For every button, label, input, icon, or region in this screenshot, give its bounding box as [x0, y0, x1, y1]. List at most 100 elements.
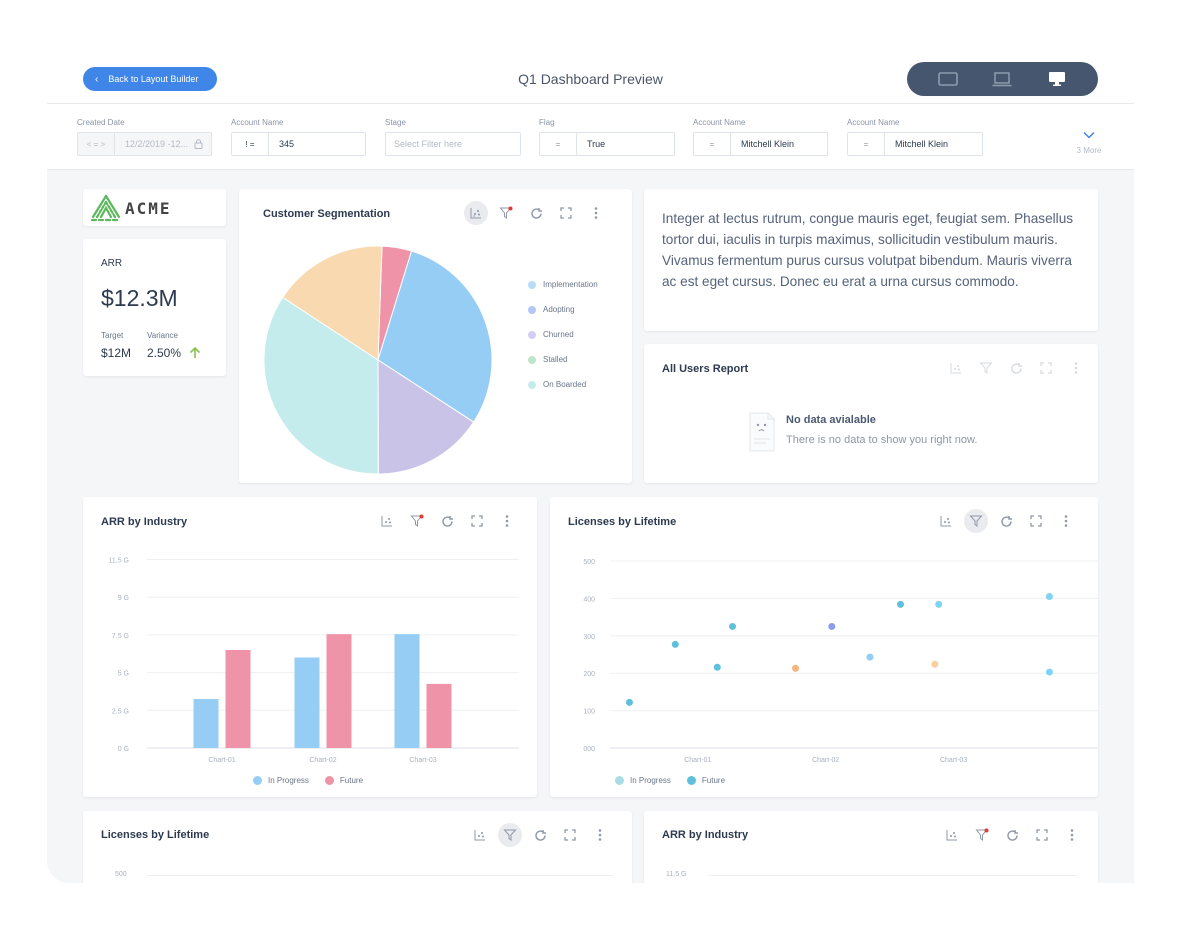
expand-button[interactable] [1024, 509, 1048, 533]
empty-state: No data avialable There is no data to sh… [748, 411, 977, 453]
bar[interactable] [394, 634, 420, 748]
scatter-point[interactable] [729, 622, 737, 630]
bar[interactable] [294, 657, 320, 748]
filter-button[interactable] [494, 201, 518, 225]
scatter-point[interactable] [828, 622, 836, 630]
bar[interactable] [426, 683, 452, 748]
pie-slice[interactable] [377, 359, 475, 475]
legend-item[interactable]: Adopting [528, 297, 598, 322]
scatter-point[interactable] [671, 640, 679, 648]
filter-button[interactable] [970, 823, 994, 847]
scatter-point[interactable] [866, 653, 874, 661]
chart-type-button[interactable] [934, 509, 958, 533]
chart-type-button[interactable] [940, 823, 964, 847]
scatter-point[interactable] [792, 664, 800, 672]
filter-label: Flag [539, 118, 555, 127]
pie-slice[interactable] [377, 250, 493, 423]
chart-type-button[interactable] [944, 356, 968, 380]
expand-icon [471, 515, 483, 527]
more-options-button[interactable] [1060, 823, 1084, 847]
stage-placeholder[interactable]: Select Filter here [394, 139, 463, 149]
filter-operator[interactable]: ! = [232, 133, 269, 155]
scatter-point[interactable] [1045, 593, 1053, 601]
device-tablet-button[interactable] [936, 69, 960, 89]
expand-button[interactable] [465, 509, 489, 533]
refresh-button[interactable] [1000, 823, 1024, 847]
scatter-point[interactable] [1045, 668, 1053, 676]
more-vertical-icon [1064, 515, 1068, 527]
scatter-point[interactable] [931, 660, 939, 668]
pie-slice[interactable] [282, 245, 383, 361]
account-name-field-2[interactable]: = Mitchell Klein [693, 132, 828, 156]
flag-field[interactable]: = True [539, 132, 675, 156]
filter-button[interactable] [964, 509, 988, 533]
device-laptop-button[interactable] [990, 69, 1014, 89]
filter-value[interactable]: True [587, 139, 606, 149]
filter-button[interactable] [405, 509, 429, 533]
chart-type-button[interactable] [375, 509, 399, 533]
scatter-point[interactable] [935, 600, 943, 608]
filter-icon [979, 362, 993, 374]
licenses-by-lifetime-card: Licenses by Lifetime 000 100 200 300 400 500 C… [550, 497, 1098, 797]
filter-value: 12/2/2019 -12... [125, 139, 189, 149]
filter-operator[interactable]: = [848, 133, 885, 155]
page-title: Q1 Dashboard Preview [518, 71, 663, 87]
widget-toolbar [464, 201, 608, 225]
filter-label: Stage [385, 118, 406, 127]
filter-value[interactable]: 345 [279, 139, 295, 149]
back-to-layout-builder-button[interactable]: ‹ Back to Layout Builder [83, 67, 217, 91]
expand-button[interactable] [1034, 356, 1058, 380]
scatter-point[interactable] [625, 698, 633, 706]
legend-item[interactable]: In Progress [253, 776, 309, 785]
more-filters-button[interactable]: 3 More [1069, 126, 1109, 155]
device-desktop-button[interactable] [1045, 69, 1069, 89]
created-date-field[interactable]: < = > 12/2/2019 -12... [77, 132, 212, 156]
filter-button[interactable] [498, 823, 522, 847]
refresh-button[interactable] [435, 509, 459, 533]
account-name-field[interactable]: ! = 345 [231, 132, 366, 156]
scatter-point[interactable] [713, 663, 721, 671]
filter-icon [503, 829, 517, 841]
arrow-up-icon [189, 346, 201, 358]
chart-type-button[interactable] [468, 823, 492, 847]
bar[interactable] [326, 634, 352, 748]
legend-item[interactable]: Implementation [528, 272, 598, 297]
legend-item[interactable]: Stalled [528, 347, 598, 372]
refresh-button[interactable] [1004, 356, 1028, 380]
chart-type-icon [381, 516, 392, 527]
filter-button[interactable] [974, 356, 998, 380]
expand-button[interactable] [554, 201, 578, 225]
filter-bar: Created Date < = > 12/2/2019 -12... Acco… [47, 104, 1134, 170]
more-options-button[interactable] [1054, 509, 1078, 533]
widget-toolbar [944, 356, 1088, 380]
legend-item[interactable]: Future [686, 776, 725, 785]
more-options-button[interactable] [495, 509, 519, 533]
filter-value[interactable]: Mitchell Klein [895, 139, 949, 149]
more-vertical-icon [1074, 362, 1078, 374]
expand-button[interactable] [558, 823, 582, 847]
account-name-field-3[interactable]: = Mitchell Klein [847, 132, 983, 156]
legend-item[interactable]: Future [324, 776, 363, 785]
bar[interactable] [193, 698, 219, 748]
refresh-button[interactable] [524, 201, 548, 225]
more-options-button[interactable] [584, 201, 608, 225]
expand-button[interactable] [1030, 823, 1054, 847]
more-options-button[interactable] [1064, 356, 1088, 380]
y-tick-label: 11.5 G [666, 871, 687, 878]
stage-field[interactable]: Select Filter here [385, 132, 521, 156]
laptop-icon [992, 71, 1012, 86]
legend-item[interactable]: In Progress [615, 776, 671, 785]
more-options-button[interactable] [588, 823, 612, 847]
refresh-button[interactable] [528, 823, 552, 847]
filter-value[interactable]: Mitchell Klein [741, 139, 795, 149]
filter-operator[interactable]: = [694, 133, 731, 155]
legend-item[interactable]: On Boarded [528, 372, 598, 397]
refresh-button[interactable] [994, 509, 1018, 533]
bar[interactable] [225, 649, 251, 748]
chart-type-button[interactable] [464, 201, 488, 225]
legend-item[interactable]: Churned [528, 322, 598, 347]
filter-operator[interactable]: = [540, 133, 577, 155]
scatter-point[interactable] [897, 600, 905, 608]
legend-label: Churned [543, 330, 574, 339]
filter-icon [975, 828, 989, 841]
